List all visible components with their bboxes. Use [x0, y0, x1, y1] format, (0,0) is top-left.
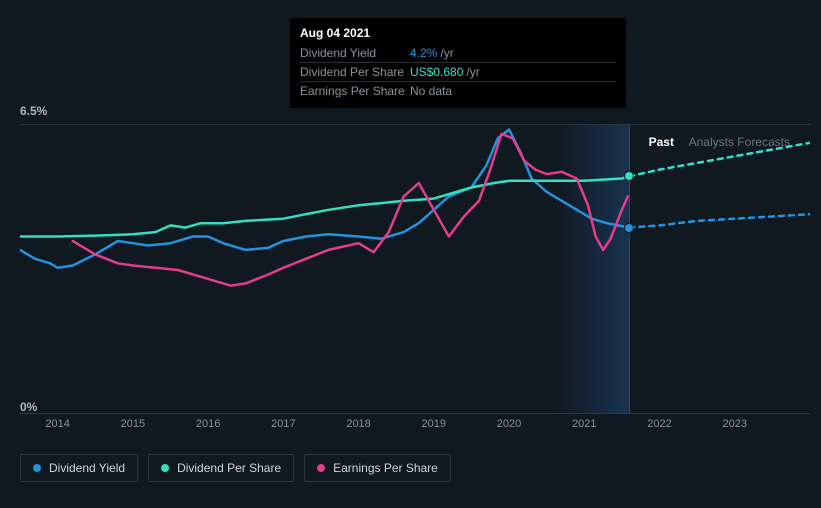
- tooltip-row-value: US$0.680: [410, 65, 463, 79]
- legend-item[interactable]: Dividend Yield: [20, 454, 138, 482]
- series-marker: [624, 171, 634, 181]
- tooltip-row: Dividend Per ShareUS$0.680/yr: [300, 63, 616, 82]
- tooltip-row-unit: /yr: [440, 46, 453, 60]
- tooltip-row-value: 4.2%: [410, 46, 437, 60]
- x-tick-label: 2014: [45, 418, 69, 430]
- legend-label: Dividend Yield: [49, 461, 125, 475]
- legend-label: Earnings Per Share: [333, 461, 438, 475]
- y-axis-max-label: 6.5%: [20, 104, 47, 118]
- series-marker: [624, 223, 634, 233]
- legend-swatch: [161, 464, 169, 472]
- plot-area[interactable]: Past Analysts Forecasts: [20, 124, 810, 414]
- x-axis-ticks: 2014 2015 2016 2017 2018 2019 2020 2021 2022 2023: [20, 418, 810, 438]
- tooltip-row: Dividend Yield4.2%/yr: [300, 44, 616, 63]
- x-tick-label: 2020: [497, 418, 521, 430]
- tooltip-row-label: Earnings Per Share: [300, 84, 410, 98]
- series-line: [73, 134, 628, 286]
- series-line-forecast: [629, 214, 810, 227]
- mode-forecast-label: Analysts Forecasts: [689, 135, 790, 149]
- x-tick-label: 2016: [196, 418, 220, 430]
- x-tick-label: 2015: [121, 418, 145, 430]
- tooltip-panel: Aug 04 2021 Dividend Yield4.2%/yrDividen…: [290, 18, 626, 108]
- tooltip-row: Earnings Per ShareNo data: [300, 82, 616, 100]
- tooltip-date: Aug 04 2021: [300, 26, 616, 40]
- x-tick-label: 2019: [422, 418, 446, 430]
- x-tick-label: 2021: [572, 418, 596, 430]
- cursor-line: [629, 125, 630, 413]
- tooltip-row-unit: /yr: [466, 65, 479, 79]
- tooltip-row-label: Dividend Per Share: [300, 65, 410, 79]
- legend-item[interactable]: Earnings Per Share: [304, 454, 451, 482]
- legend-swatch: [317, 464, 325, 472]
- chart-svg: [20, 125, 810, 415]
- legend: Dividend Yield Dividend Per Share Earnings…: [20, 454, 451, 482]
- x-tick-label: 2022: [647, 418, 671, 430]
- series-line: [20, 130, 629, 268]
- legend-swatch: [33, 464, 41, 472]
- legend-item[interactable]: Dividend Per Share: [148, 454, 294, 482]
- legend-label: Dividend Per Share: [177, 461, 281, 475]
- x-tick-label: 2023: [723, 418, 747, 430]
- mode-labels: Past Analysts Forecasts: [649, 135, 790, 149]
- tooltip-row-value: No data: [410, 84, 452, 98]
- tooltip-row-label: Dividend Yield: [300, 46, 410, 60]
- mode-past-label: Past: [649, 135, 674, 149]
- x-tick-label: 2017: [271, 418, 295, 430]
- x-tick-label: 2018: [346, 418, 370, 430]
